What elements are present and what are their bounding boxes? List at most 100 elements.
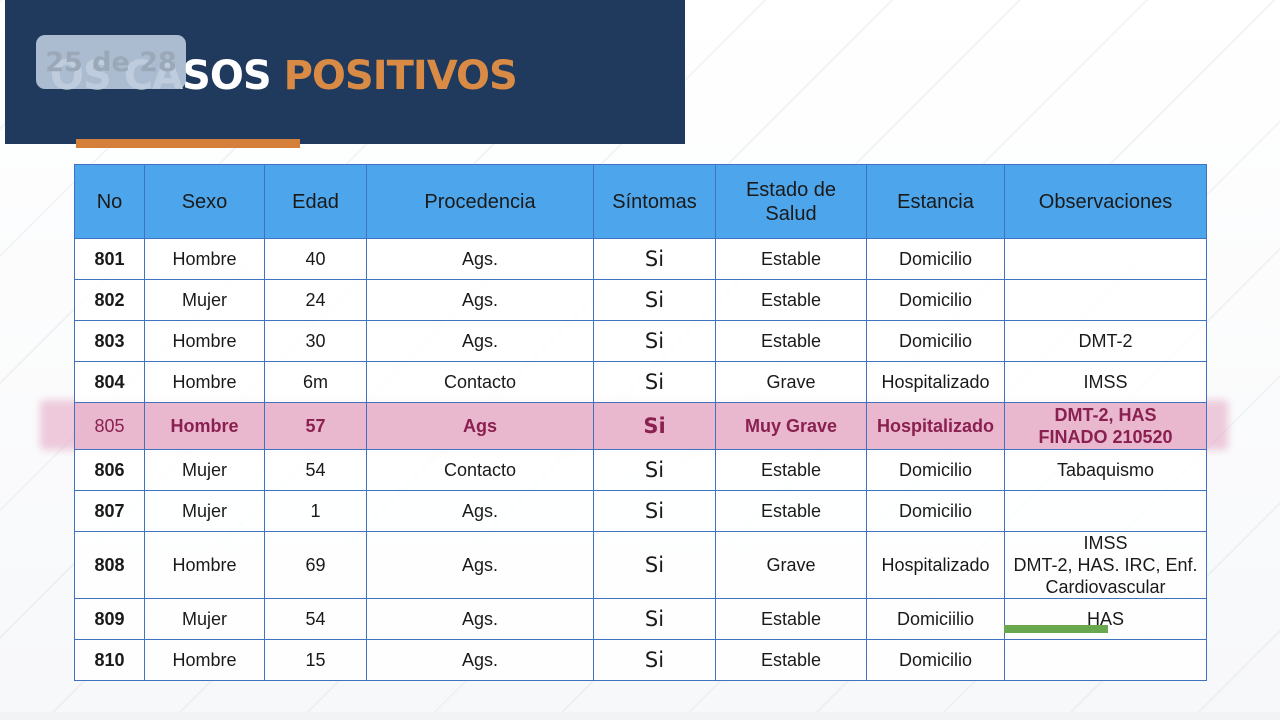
cell-edad: 54	[264, 449, 367, 491]
column-header: Edad	[264, 164, 367, 239]
cell-estado: Grave	[715, 361, 867, 403]
cell-estancia: Domicilio	[866, 449, 1005, 491]
cell-sexo: Hombre	[144, 531, 265, 599]
cell-estancia: Domicilio	[866, 320, 1005, 362]
cell-no: 808	[74, 531, 145, 599]
cell-estancia: Domicilio	[866, 639, 1005, 681]
cell-procedencia: Ags.	[366, 279, 594, 321]
cell-observaciones	[1004, 490, 1207, 532]
cell-estado: Grave	[715, 531, 867, 599]
cell-observaciones: IMSS	[1004, 361, 1207, 403]
cell-observaciones: DMT-2	[1004, 320, 1207, 362]
cell-procedencia: Contacto	[366, 449, 594, 491]
table-row: 806 Mujer 54 Contacto Si Estable Domicilio Taba…	[74, 449, 1207, 491]
cell-sexo: Mujer	[144, 279, 265, 321]
cell-no: 810	[74, 639, 145, 681]
table-row: 804 Hombre 6m Contacto Si Grave Hospitalizado I…	[74, 361, 1207, 403]
cell-procedencia: Ags.	[366, 598, 594, 640]
cell-sintomas: Si	[593, 402, 716, 450]
cell-estancia: Domiciilio	[866, 598, 1005, 640]
cell-edad: 24	[264, 279, 367, 321]
cell-sintomas: Si	[593, 279, 716, 321]
cell-edad: 40	[264, 238, 367, 280]
cell-sintomas: Si	[593, 639, 716, 681]
cell-sintomas: Si	[593, 490, 716, 532]
cell-sexo: Mujer	[144, 598, 265, 640]
cell-observaciones: Tabaquismo	[1004, 449, 1207, 491]
cell-no: 805	[74, 402, 145, 450]
cell-sexo: Mujer	[144, 449, 265, 491]
cell-observaciones	[1004, 279, 1207, 321]
cases-table: No Sexo Edad Procedencia Síntomas Estado…	[74, 164, 1207, 681]
cell-sexo: Mujer	[144, 490, 265, 532]
column-header: Procedencia	[366, 164, 594, 239]
cell-sexo: Hombre	[144, 361, 265, 403]
cell-sintomas: Si	[593, 361, 716, 403]
cell-procedencia: Ags.	[366, 639, 594, 681]
cell-estado: Estable	[715, 598, 867, 640]
observation-line: Tabaquismo	[1056, 459, 1155, 480]
table-row: 808 Hombre 69 Ags. Si Grave Hospitalizado IMSS D…	[74, 531, 1207, 599]
cell-edad: 57	[264, 402, 367, 450]
cell-estancia: Hospitalizado	[866, 402, 1005, 450]
cell-estancia: Domicilio	[866, 490, 1005, 532]
cell-estancia: Domicilio	[866, 279, 1005, 321]
table-body: 801 Hombre 40 Ags. Si Estable Domicilio 802 Muje…	[74, 238, 1207, 681]
observation-line: Cardiovascular	[1045, 577, 1166, 597]
column-header: Síntomas	[593, 164, 716, 239]
cell-procedencia: Ags	[366, 402, 594, 450]
cell-estancia: Domicilio	[866, 238, 1005, 280]
cell-sexo: Hombre	[144, 639, 265, 681]
cell-sexo: Hombre	[144, 320, 265, 362]
column-header: Estancia	[866, 164, 1005, 239]
cell-estado: Estable	[715, 449, 867, 491]
cell-edad: 6m	[264, 361, 367, 403]
cell-no: 803	[74, 320, 145, 362]
cell-sexo: Hombre	[144, 238, 265, 280]
observation-line: HAS	[1086, 608, 1124, 629]
cell-no: 806	[74, 449, 145, 491]
table-row: 805 Hombre 57 Ags Si Muy Grave Hospitalizado DM…	[74, 402, 1207, 450]
cell-estado: Estable	[715, 238, 867, 280]
cell-no: 809	[74, 598, 145, 640]
cell-estado: Estable	[715, 279, 867, 321]
table-row: 801 Hombre 40 Ags. Si Estable Domicilio	[74, 238, 1207, 280]
observation-line: IMSS	[1083, 371, 1128, 392]
column-header: Estado de Salud	[715, 164, 867, 239]
title-accent: POSITIVOS	[283, 53, 518, 99]
cell-no: 801	[74, 238, 145, 280]
table-row: 802 Mujer 24 Ags. Si Estable Domicilio	[74, 279, 1207, 321]
cell-sintomas: Si	[593, 531, 716, 599]
cell-procedencia: Ags.	[366, 320, 594, 362]
cell-edad: 54	[264, 598, 367, 640]
cell-estado: Estable	[715, 320, 867, 362]
cell-observaciones: DMT-2, HAS FINADO 210520	[1004, 402, 1207, 450]
cell-sintomas: Si	[593, 449, 716, 491]
page-indicator-badge: 25 de 28	[36, 35, 186, 89]
cell-sintomas: Si	[593, 238, 716, 280]
cell-sintomas: Si	[593, 320, 716, 362]
cell-procedencia: Ags.	[366, 531, 594, 599]
cell-edad: 30	[264, 320, 367, 362]
column-header: Observaciones	[1004, 164, 1207, 239]
green-underline-mark	[1004, 625, 1108, 633]
table-row: 803 Hombre 30 Ags. Si Estable Domicilio DMT-2	[74, 320, 1207, 362]
cell-estancia: Hospitalizado	[866, 531, 1005, 599]
cell-estado: Estable	[715, 490, 867, 532]
observation-line: DMT-2, HAS	[1054, 405, 1157, 425]
cell-estado: Estable	[715, 639, 867, 681]
cell-sintomas: Si	[593, 598, 716, 640]
cell-edad: 15	[264, 639, 367, 681]
cell-procedencia: Ags.	[366, 490, 594, 532]
cell-edad: 1	[264, 490, 367, 532]
cell-no: 807	[74, 490, 145, 532]
column-header: No	[74, 164, 145, 239]
cell-no: 802	[74, 279, 145, 321]
cell-estancia: Hospitalizado	[866, 361, 1005, 403]
observation-line: IMSS	[1083, 533, 1128, 553]
cell-observaciones	[1004, 238, 1207, 280]
cell-procedencia: Contacto	[366, 361, 594, 403]
cell-sexo: Hombre	[144, 402, 265, 450]
table-row: 807 Mujer 1 Ags. Si Estable Domicilio	[74, 490, 1207, 532]
